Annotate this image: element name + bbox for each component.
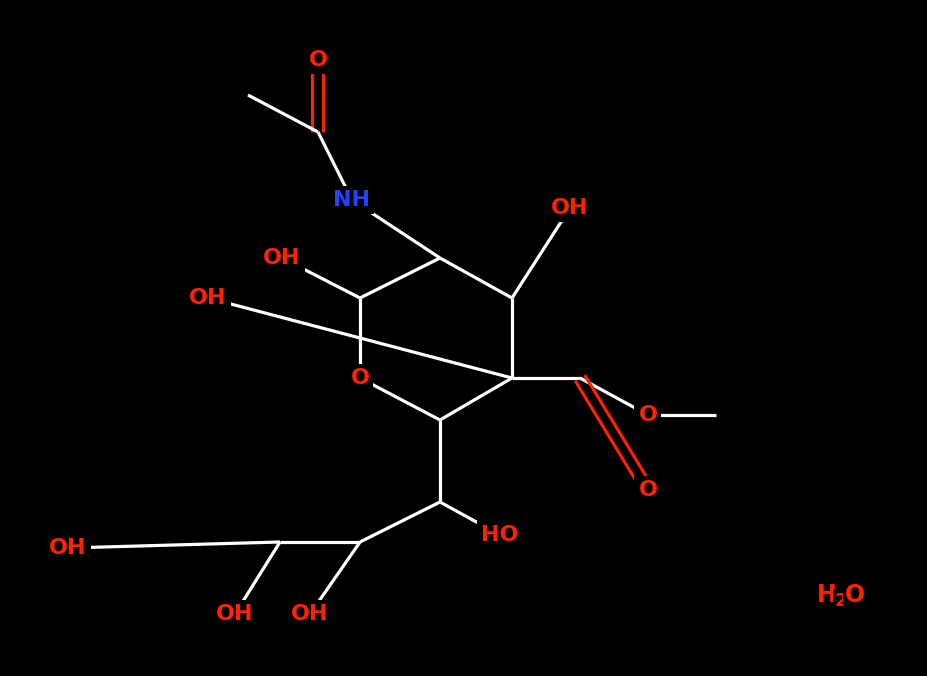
Text: O: O — [309, 50, 327, 70]
Text: OH: OH — [552, 198, 589, 218]
Text: NH: NH — [334, 190, 371, 210]
Text: O: O — [639, 480, 657, 500]
Text: O: O — [844, 583, 865, 607]
Text: O: O — [350, 368, 370, 388]
Text: OH: OH — [291, 604, 329, 624]
Text: OH: OH — [189, 288, 227, 308]
Text: 2: 2 — [834, 592, 847, 610]
Text: OH: OH — [49, 538, 87, 558]
Text: HO: HO — [481, 525, 519, 545]
Text: OH: OH — [263, 248, 300, 268]
Text: O: O — [639, 405, 657, 425]
Text: OH: OH — [216, 604, 254, 624]
Text: H: H — [817, 583, 837, 607]
